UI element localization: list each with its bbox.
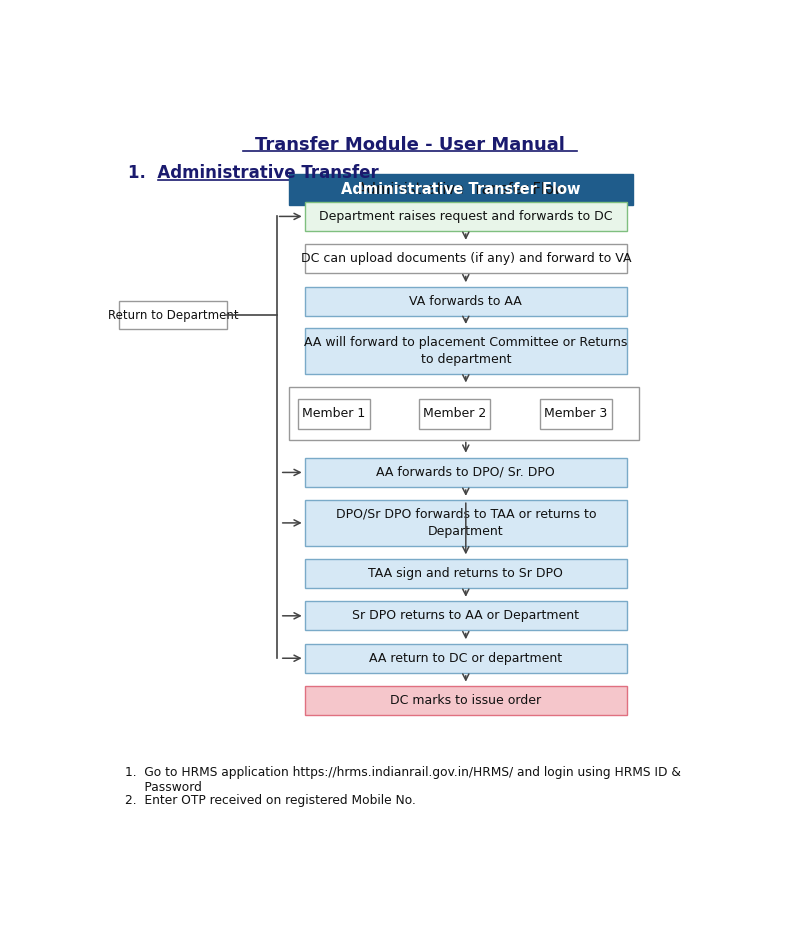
Text: DC marks to issue order: DC marks to issue order [390, 694, 542, 707]
FancyBboxPatch shape [305, 601, 627, 631]
FancyBboxPatch shape [305, 559, 627, 588]
Text: TAA sign and returns to Sr DPO: TAA sign and returns to Sr DPO [368, 567, 563, 580]
Text: VA forwards to AA: VA forwards to AA [410, 294, 522, 308]
Text: Sr DPO returns to AA or Department: Sr DPO returns to AA or Department [352, 609, 579, 622]
Text: AA return to DC or department: AA return to DC or department [370, 652, 562, 665]
Text: DPO/Sr DPO forwards to TAA or returns to
Department: DPO/Sr DPO forwards to TAA or returns to… [335, 508, 596, 538]
FancyBboxPatch shape [298, 399, 370, 428]
Text: Member 2: Member 2 [422, 408, 486, 421]
FancyBboxPatch shape [540, 399, 611, 428]
Text: Department raises request and forwards to DC: Department raises request and forwards t… [319, 210, 613, 223]
FancyBboxPatch shape [305, 458, 627, 487]
Text: DC can upload documents (if any) and forward to VA: DC can upload documents (if any) and for… [301, 253, 631, 265]
FancyBboxPatch shape [305, 643, 627, 673]
FancyBboxPatch shape [305, 201, 627, 231]
Text: Member 1: Member 1 [302, 408, 366, 421]
Text: 1.  Administrative Transfer: 1. Administrative Transfer [128, 163, 378, 181]
Text: Administrative Transfer Flow: Administrative Transfer Flow [342, 181, 581, 197]
Text: Member 3: Member 3 [544, 408, 607, 421]
Text: 1.  Go to HRMS application https://hrms.indianrail.gov.in/HRMS/ and login using : 1. Go to HRMS application https://hrms.i… [125, 767, 681, 794]
Text: Transfer Module - User Manual: Transfer Module - User Manual [255, 136, 565, 154]
FancyBboxPatch shape [305, 686, 627, 715]
Text: AA forwards to DPO/ Sr. DPO: AA forwards to DPO/ Sr. DPO [377, 466, 555, 479]
FancyBboxPatch shape [305, 501, 627, 545]
FancyBboxPatch shape [305, 244, 627, 274]
Text: Administrative Transfer Flow: Administrative Transfer Flow [357, 181, 566, 197]
Text: AA will forward to placement Committee or Returns
to department: AA will forward to placement Committee o… [304, 336, 627, 366]
FancyBboxPatch shape [305, 329, 627, 373]
FancyBboxPatch shape [289, 174, 634, 204]
FancyBboxPatch shape [289, 387, 639, 440]
FancyBboxPatch shape [118, 301, 227, 329]
FancyBboxPatch shape [418, 399, 490, 428]
Text: 2.  Enter OTP received on registered Mobile No.: 2. Enter OTP received on registered Mobi… [125, 794, 416, 808]
FancyBboxPatch shape [305, 287, 627, 316]
Text: Return to Department: Return to Department [107, 309, 238, 322]
